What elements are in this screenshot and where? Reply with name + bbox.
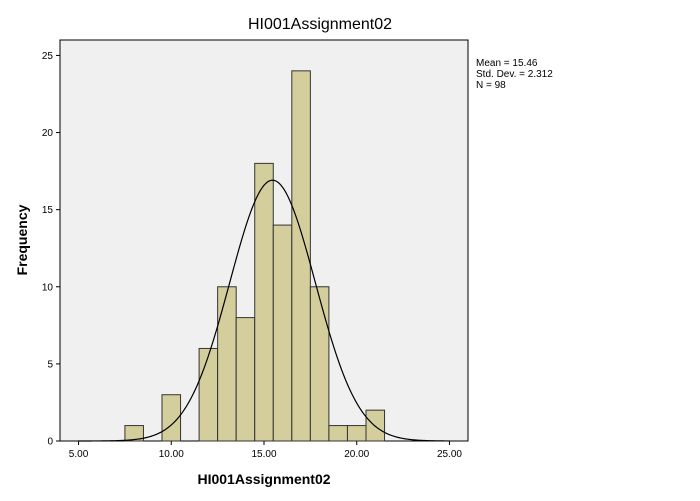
histogram-bar bbox=[291, 70, 311, 442]
normal-curve bbox=[78, 179, 450, 442]
x-tick-label: 10.00 bbox=[159, 449, 184, 460]
histogram-bar bbox=[198, 347, 219, 442]
histogram-bar bbox=[254, 162, 274, 442]
histogram-bar bbox=[328, 425, 348, 442]
stats-mean: Mean = 15.46 bbox=[476, 58, 538, 69]
histogram-bar bbox=[124, 425, 144, 442]
histogram-bar bbox=[309, 286, 330, 442]
stats-std-dev: Std. Dev. = 2.312 bbox=[476, 69, 553, 80]
x-axis: 5.00 10.00 15.00 20.00 25.00 bbox=[69, 441, 462, 460]
histogram-bar bbox=[217, 286, 237, 442]
x-axis-label: HI001Assignment02 bbox=[197, 471, 330, 487]
y-tick-label: 15 bbox=[42, 205, 54, 216]
y-tick-label: 0 bbox=[47, 437, 53, 448]
y-axis: 0 5 10 15 20 25 bbox=[42, 51, 60, 448]
y-tick-label: 25 bbox=[42, 51, 54, 62]
x-tick-label: 20.00 bbox=[344, 449, 369, 460]
histogram-bar bbox=[235, 317, 256, 442]
y-axis-label: Frequency bbox=[14, 204, 30, 275]
histogram-bar bbox=[272, 224, 293, 442]
stats-box: Mean = 15.46 Std. Dev. = 2.312 N = 98 bbox=[476, 58, 553, 91]
stats-n: N = 98 bbox=[476, 80, 506, 91]
y-tick-label: 5 bbox=[47, 359, 53, 370]
x-tick-label: 15.00 bbox=[251, 449, 276, 460]
y-tick-label: 20 bbox=[42, 128, 54, 139]
histogram-bar bbox=[346, 425, 367, 442]
x-tick-label: 5.00 bbox=[69, 449, 89, 460]
y-tick-label: 10 bbox=[42, 282, 54, 293]
chart-title: HI001Assignment02 bbox=[248, 16, 392, 33]
x-tick-label: 25.00 bbox=[437, 449, 462, 460]
bars-layer bbox=[124, 70, 386, 442]
